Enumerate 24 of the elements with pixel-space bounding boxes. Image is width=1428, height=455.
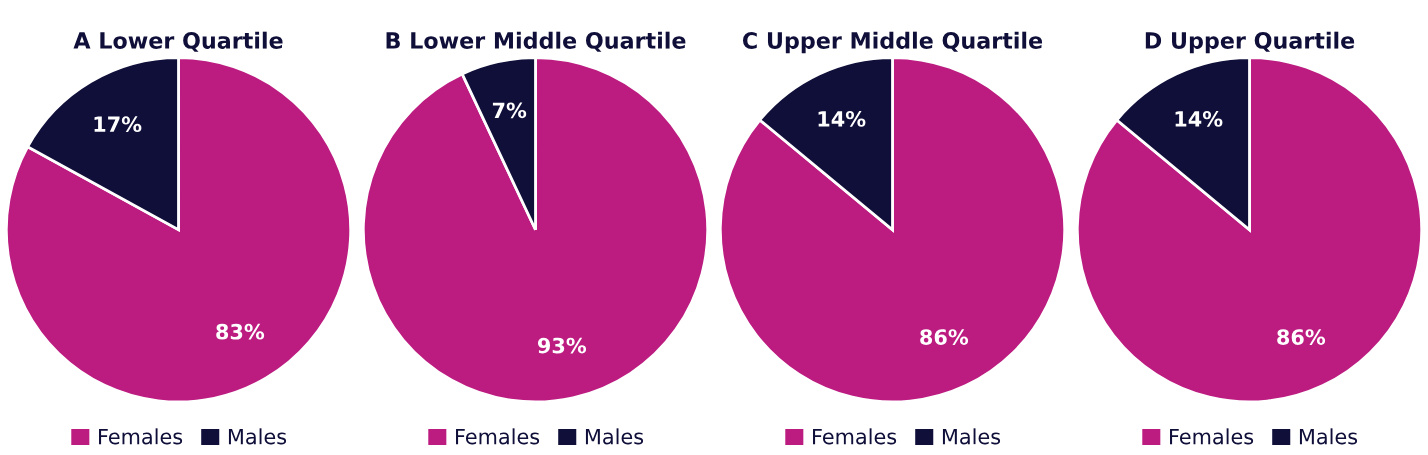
- legend-label: Males: [942, 428, 1001, 445]
- data-label: 14%: [818, 110, 866, 127]
- data-label: 17%: [94, 116, 142, 133]
- legend-label: Females: [99, 428, 183, 445]
- pie-slice: [361, 56, 710, 404]
- data-label: 86%: [1277, 329, 1326, 345]
- pie-slice: [1075, 56, 1424, 404]
- chart-title: D Upper Quartile: [1145, 31, 1355, 54]
- data-label: 7%: [492, 102, 527, 119]
- chart-title: B Lower Middle Quartile: [386, 31, 686, 52]
- pie-slice: [718, 56, 1067, 404]
- slice-label: Females: [1170, 428, 1254, 445]
- slice-label: Females: [456, 428, 540, 445]
- chart-title: C Upper Middle Quartile: [742, 31, 1043, 54]
- pie-slice: [4, 56, 353, 404]
- chart-title: A Lower Quartile: [73, 31, 283, 52]
- data-label: 83%: [216, 323, 265, 340]
- legend-label: Males: [585, 428, 644, 445]
- data-label: 86%: [920, 329, 969, 345]
- legend-label: Males: [228, 428, 287, 445]
- data-label: 14%: [1175, 110, 1223, 127]
- legend-label: Males: [1299, 428, 1358, 445]
- slice-label: Females: [813, 428, 897, 445]
- data-label: 93%: [537, 337, 587, 354]
